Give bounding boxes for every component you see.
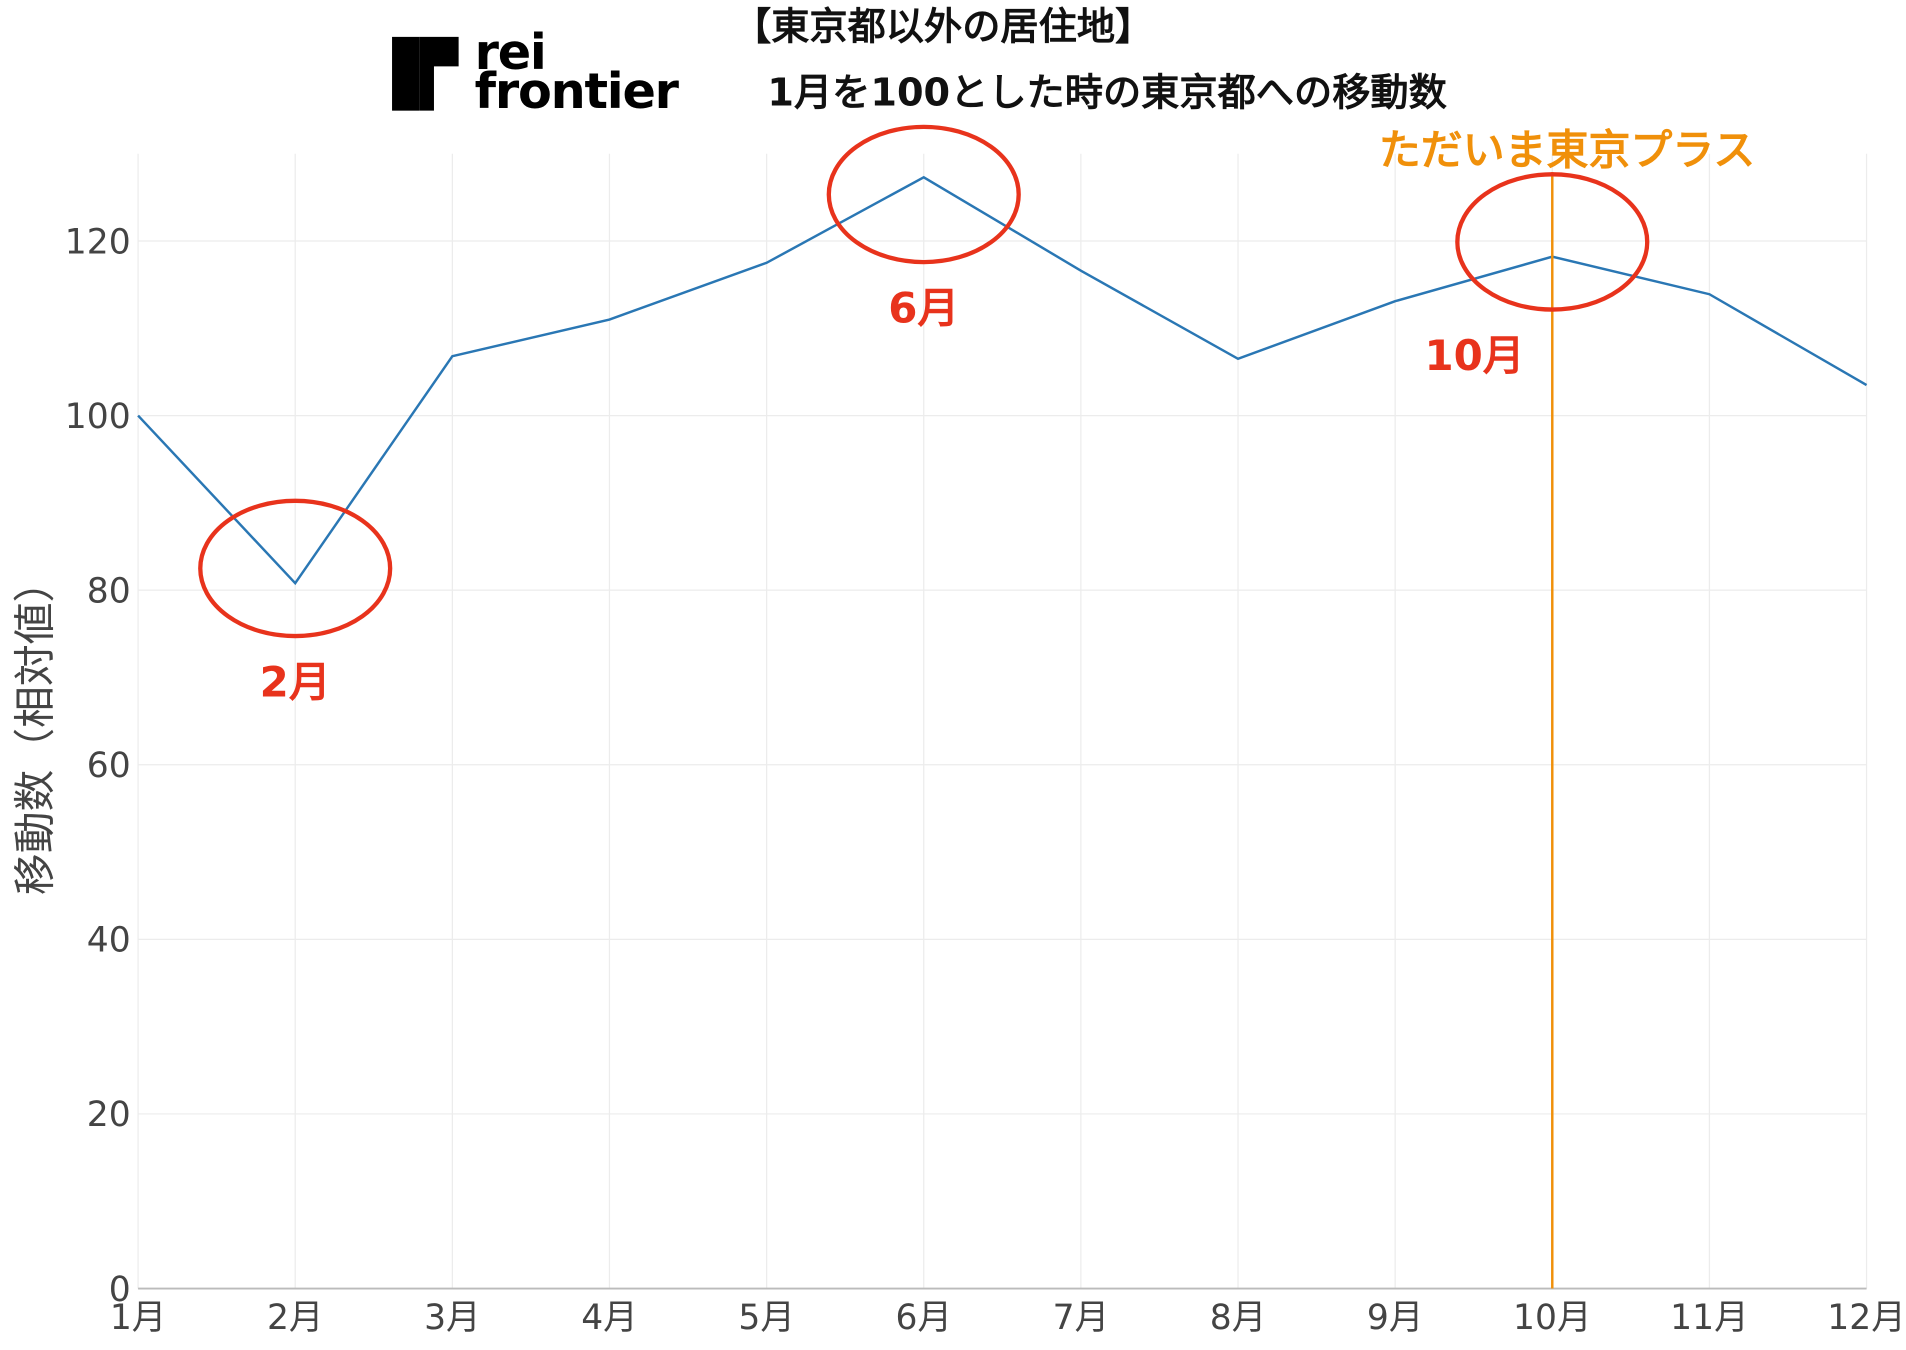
annotation-circle bbox=[198, 498, 393, 639]
y-tick-label: 80 bbox=[87, 572, 131, 612]
data-line bbox=[137, 175, 1868, 586]
y-tick-label: 0 bbox=[109, 1270, 131, 1310]
x-tick-label: 12月 bbox=[1827, 1298, 1905, 1338]
x-tick-label: 1月 bbox=[110, 1298, 166, 1338]
y-tick-label: 40 bbox=[87, 921, 131, 961]
x-tick-label: 3月 bbox=[424, 1298, 480, 1338]
x-tick-label: 7月 bbox=[1053, 1298, 1109, 1338]
event-label: ただいま東京プラス bbox=[1379, 126, 1755, 175]
annotation-label: 10月 bbox=[1424, 331, 1524, 380]
annotation-label: 2月 bbox=[260, 657, 331, 706]
logo-text: rei bbox=[475, 23, 546, 81]
chart-title: 【東京都以外の居住地】 bbox=[733, 4, 1153, 48]
x-tick-label: 9月 bbox=[1367, 1298, 1423, 1338]
x-tick-label: 11月 bbox=[1670, 1298, 1748, 1338]
y-tick-label: 100 bbox=[65, 397, 131, 437]
annotation-circle bbox=[1455, 172, 1650, 312]
logo-mark bbox=[419, 36, 459, 111]
x-tick-label: 8月 bbox=[1210, 1298, 1266, 1338]
logo-text: frontier bbox=[475, 62, 680, 120]
x-tick-label: 5月 bbox=[738, 1298, 794, 1338]
x-tick-label: 4月 bbox=[581, 1298, 637, 1338]
x-tick-label: 10月 bbox=[1513, 1298, 1591, 1338]
annotation-circle bbox=[826, 124, 1021, 265]
y-tick-label: 20 bbox=[87, 1095, 131, 1135]
logo-mark bbox=[392, 36, 420, 111]
chart-title: 1月を100とした時の東京都への移動数 bbox=[767, 71, 1447, 115]
y-tick-label: 120 bbox=[65, 222, 131, 262]
x-tick-label: 2月 bbox=[267, 1298, 323, 1338]
y-tick-label: 60 bbox=[87, 746, 131, 786]
y-axis-label: 移動数（相対値） bbox=[10, 561, 59, 895]
annotation-label: 6月 bbox=[888, 283, 959, 332]
x-tick-label: 6月 bbox=[896, 1298, 952, 1338]
